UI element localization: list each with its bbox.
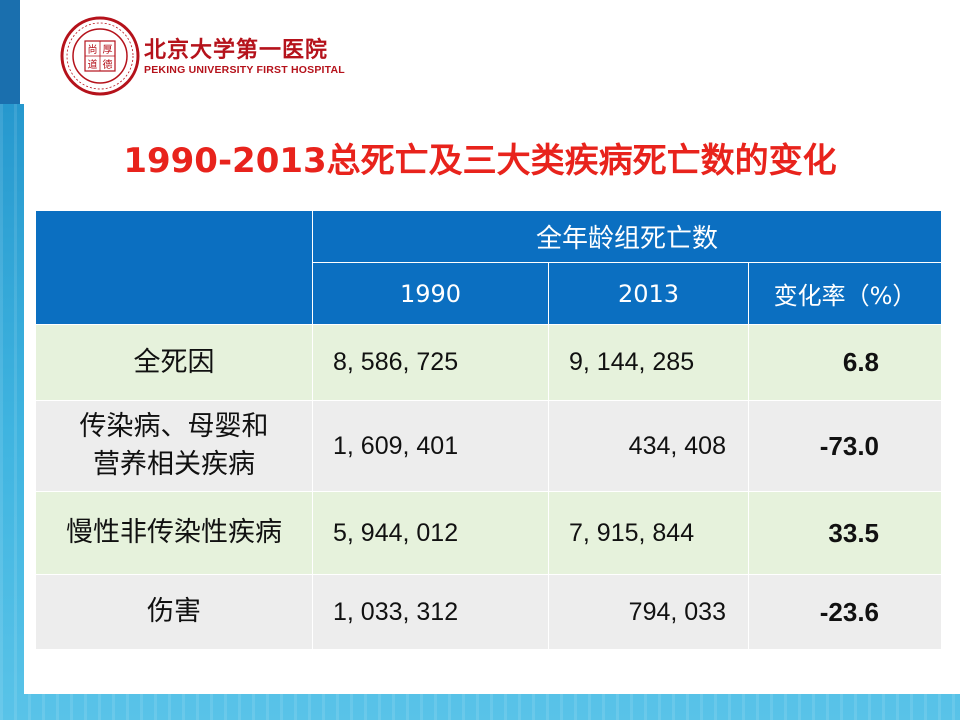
row-label-line-2: 营养相关疾病 [93, 449, 255, 480]
cell-2013: 9, 144, 285 [548, 324, 749, 401]
seal-char-1: 尚 [88, 43, 98, 56]
row-label: 传染病、母婴和 营养相关疾病 [35, 400, 313, 492]
hospital-name-english: PEKING UNIVERSITY FIRST HOSPITAL [144, 64, 345, 76]
cell-1990: 1, 609, 401 [312, 400, 549, 492]
row-label-line-1: 传染病、母婴和 [79, 411, 269, 442]
table-row: 慢性非传染性疾病 5, 944, 012 7, 915, 844 33.5 [35, 491, 943, 575]
header-band [0, 0, 960, 104]
table-row: 全死因 8, 586, 725 9, 144, 285 6.8 [35, 324, 943, 401]
header-group-label: 全年龄组死亡数 [311, 210, 943, 263]
cell-change: -73.0 [747, 400, 943, 492]
table-header-row-1: 全年龄组死亡数 [35, 210, 943, 325]
table-header-row-2: 1990 2013 变化率（%） [36, 262, 943, 325]
slide-title: 1990-2013总死亡及三大类疾病死亡数的变化 [123, 141, 837, 181]
seal-char-2: 厚 [103, 44, 113, 56]
cell-change: -23.6 [747, 574, 943, 650]
university-seal-logo: 尚 厚 道 德 [60, 16, 140, 96]
cell-1990: 8, 586, 725 [312, 324, 549, 401]
table-row: 传染病、母婴和 营养相关疾病 1, 609, 401 434, 408 -73.… [35, 400, 943, 492]
hospital-name-chinese: 北京大学第一医院 [144, 37, 329, 63]
header-corner-cell [35, 210, 313, 325]
cell-2013: 794, 033 [548, 574, 749, 650]
seal-char-3: 道 [88, 58, 98, 71]
header-left-accent [0, 0, 20, 104]
table-row: 伤害 1, 033, 312 794, 033 -23.6 [35, 574, 943, 650]
cell-2013: 7, 915, 844 [548, 491, 749, 575]
header-col-1990: 1990 [312, 262, 549, 325]
cell-change: 6.8 [747, 324, 943, 401]
header-col-change: 变化率（%） [747, 262, 943, 325]
mortality-table: 全年龄组死亡数 1990 2013 变化率（%） 全死因 8, 586, 725… [35, 210, 943, 650]
row-label: 慢性非传染性疾病 [35, 491, 313, 575]
cell-2013: 434, 408 [548, 400, 749, 492]
row-label: 全死因 [35, 324, 313, 401]
cell-1990: 5, 944, 012 [312, 491, 549, 575]
row-label: 伤害 [35, 574, 313, 650]
cell-1990: 1, 033, 312 [312, 574, 549, 650]
cell-change: 33.5 [747, 491, 943, 575]
header-col-2013: 2013 [548, 262, 749, 325]
seal-char-4: 德 [103, 58, 113, 71]
